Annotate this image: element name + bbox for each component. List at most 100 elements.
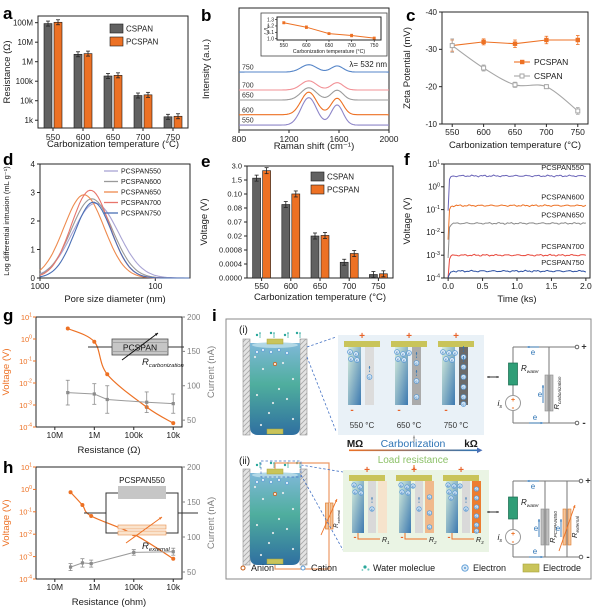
evaporation-device <box>242 461 308 566</box>
h-current-curve <box>70 551 174 568</box>
svg-text:+: + <box>406 331 412 342</box>
svg-text:e: e <box>428 511 431 516</box>
electron-icon <box>353 351 359 357</box>
svg-text:PCSPAN700: PCSPAN700 <box>121 200 161 207</box>
electron-icon <box>395 356 401 362</box>
svg-text:e: e <box>349 350 352 355</box>
svg-text:e: e <box>475 523 478 528</box>
cell-r-label: R2 <box>429 537 437 545</box>
svg-text:+: + <box>411 465 417 476</box>
svg-text:100M: 100M <box>13 18 33 27</box>
bar-PCSPAN-650 <box>113 75 123 129</box>
svg-text:PCSPAN550: PCSPAN550 <box>541 163 584 172</box>
electron-icon <box>473 522 480 528</box>
svg-text:100: 100 <box>21 485 32 494</box>
svg-text:1M: 1M <box>88 582 100 592</box>
svg-text:-40: -40 <box>425 8 437 17</box>
device-r-external-label: Rexternal <box>334 510 341 528</box>
svg-text:100: 100 <box>428 182 440 191</box>
r-water-resistor <box>508 496 518 520</box>
electron-icon <box>348 356 354 362</box>
electron-icon <box>404 484 410 490</box>
svg-text:101: 101 <box>428 160 440 169</box>
svg-text:e: e <box>371 507 374 512</box>
carbonization-label: Carbonization <box>381 438 446 450</box>
external-column <box>378 481 387 533</box>
svg-text:750: 750 <box>370 43 379 49</box>
panel-label-h: h <box>3 458 14 477</box>
cation-icon <box>269 480 273 484</box>
svg-text:e: e <box>475 496 478 501</box>
panel-label-c: c <box>406 6 416 25</box>
svg-text:1.5: 1.5 <box>232 176 242 185</box>
svg-text:PCSPAN550: PCSPAN550 <box>121 169 161 176</box>
bar-CSPAN-550 <box>43 23 53 129</box>
panel-label-g: g <box>3 306 14 325</box>
svg-text:2.0: 2.0 <box>580 281 592 291</box>
svg-text:PCSPAN750: PCSPAN750 <box>541 258 584 267</box>
water-molecule-icon <box>255 333 259 337</box>
panel-e-chart: 0.0000 0.0004 0.0008 0.02 0.07 0.08 0.10 1.5 3.0… <box>199 162 394 303</box>
electrode-bottom <box>266 558 284 565</box>
svg-text:1k: 1k <box>25 116 34 125</box>
electron-icon <box>460 384 467 390</box>
electron-icon <box>401 357 407 363</box>
svg-text:PCSPAN700: PCSPAN700 <box>541 242 584 251</box>
legend-label: Electrode <box>543 563 581 573</box>
electron-icon <box>473 495 480 501</box>
cell-temp-label: 550 °C <box>350 421 375 430</box>
electron-icon <box>440 349 446 355</box>
svg-text:e: e <box>462 402 465 407</box>
cation-icon <box>285 351 289 355</box>
svg-text:650: 650 <box>313 281 327 291</box>
electron-icon <box>473 513 480 519</box>
svg-text:+: + <box>364 465 370 476</box>
svg-text:e: e <box>353 483 356 488</box>
svg-text:e: e <box>445 357 448 362</box>
svg-text:10-1: 10-1 <box>426 205 440 214</box>
svg-text:e: e <box>408 351 411 356</box>
svg-text:600: 600 <box>302 43 311 49</box>
raman-curve-750 <box>239 64 389 73</box>
electron-icon <box>416 506 422 512</box>
svg-text:0.02: 0.02 <box>227 232 242 241</box>
svg-text:e: e <box>407 491 410 496</box>
svg-text:750: 750 <box>242 65 254 72</box>
h-inset-label: PCSPAN550 <box>119 476 165 485</box>
f-ylabel: Voltage (V) <box>402 198 413 245</box>
svg-text:200: 200 <box>187 463 201 472</box>
electron-icon <box>406 350 412 356</box>
svg-text:e: e <box>415 361 418 366</box>
external-column <box>425 481 434 533</box>
h-ylabel-right: Current (nA) <box>206 497 217 549</box>
device-wall <box>242 338 251 436</box>
svg-text:10k: 10k <box>166 430 180 440</box>
cation-icon <box>255 350 259 354</box>
svg-text:0.07: 0.07 <box>227 218 242 227</box>
voltage-curve-PCSPAN600 <box>447 204 587 240</box>
svg-text:-: - <box>354 532 357 542</box>
voltage-curve-PCSPAN750 <box>447 269 587 278</box>
electron-icon <box>446 350 452 356</box>
pore-curve-PCSPAN550 <box>39 202 190 279</box>
svg-text:e: e <box>531 348 536 357</box>
svg-text:700: 700 <box>242 82 254 89</box>
svg-text:e: e <box>356 358 359 363</box>
bar-PCSPAN-550 <box>53 21 63 129</box>
svg-text:1.1: 1.1 <box>267 30 274 36</box>
svg-text:-: - <box>401 532 404 542</box>
electron-icon <box>460 401 467 407</box>
svg-text:10-1: 10-1 <box>19 507 32 516</box>
electron-icon <box>426 510 433 516</box>
mohm-label: MΩ <box>347 439 363 450</box>
cell-r-label: R3 <box>476 537 484 545</box>
f-xlabel: Time (ks) <box>497 294 536 305</box>
svg-text:0.0000: 0.0000 <box>219 274 242 283</box>
electron-icon <box>426 524 433 530</box>
svg-text:+: + <box>511 397 515 404</box>
e-xlabel: Carbonization temperature (°C) <box>254 292 386 303</box>
electron-icon <box>394 349 400 355</box>
